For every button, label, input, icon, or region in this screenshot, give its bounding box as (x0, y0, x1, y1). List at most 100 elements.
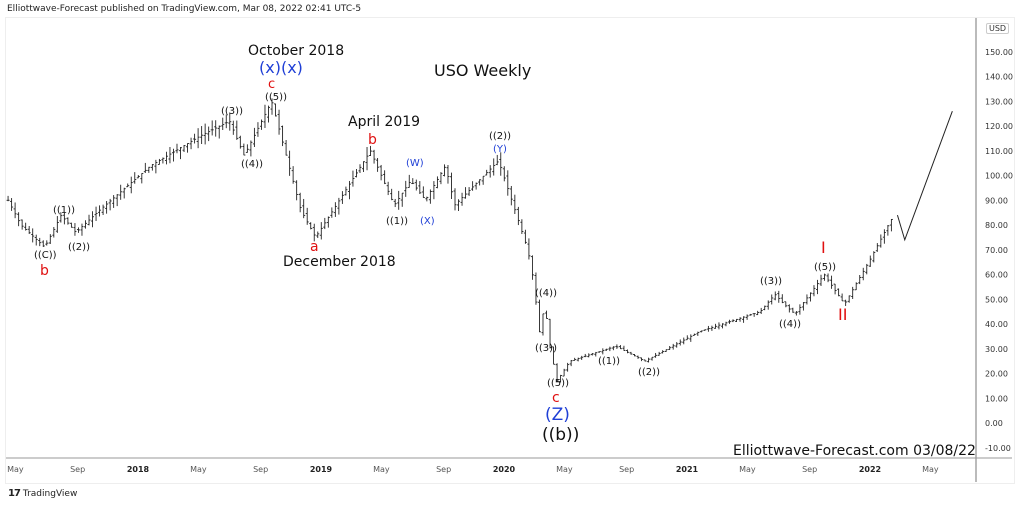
price-bar (808, 292, 812, 302)
price-bar (787, 304, 791, 313)
price-bar (580, 355, 584, 360)
price-bar (319, 222, 323, 240)
y-tick-label: 50.00 (985, 295, 1008, 304)
price-bar (13, 202, 17, 219)
price-bar (200, 126, 204, 145)
price-bar (763, 305, 767, 311)
price-bar (418, 181, 422, 194)
price-bar (442, 164, 446, 177)
price-bar (344, 186, 348, 196)
price-bar (242, 143, 246, 156)
price-bar (432, 181, 436, 200)
price-bar (471, 181, 475, 191)
price-bar (689, 334, 693, 342)
price-bar (94, 206, 98, 221)
annotation: (Z) (545, 405, 570, 425)
price-bar (738, 317, 742, 322)
price-bar (143, 162, 147, 173)
price-bar (6, 195, 10, 202)
price-bar (147, 166, 151, 173)
annotation: ((5)) (814, 262, 836, 273)
annotation: b (40, 263, 49, 279)
price-bar (801, 302, 805, 311)
price-bar (115, 194, 119, 207)
annotation: ((3)) (760, 276, 782, 287)
price-bar (333, 202, 337, 217)
price-bar (706, 325, 710, 332)
price-bar (830, 275, 834, 289)
price-bar (502, 166, 506, 182)
y-tick-label: 140.00 (985, 73, 1013, 82)
price-bar (62, 212, 66, 225)
price-bar (604, 348, 608, 351)
annotation: II (838, 305, 848, 324)
annotation: (Y) (493, 144, 507, 155)
annotation: ((3)) (221, 106, 243, 117)
price-bar (854, 282, 858, 291)
price-bar (798, 304, 802, 315)
y-tick-label: 100.00 (985, 172, 1013, 181)
price-bar (161, 157, 165, 164)
price-bar (383, 170, 387, 185)
x-tick-label: Sep (802, 465, 817, 474)
price-bar (171, 148, 175, 162)
price-bar (252, 127, 256, 147)
price-bar (770, 294, 774, 305)
price-bar (696, 331, 700, 336)
price-bar (34, 234, 38, 246)
price-bar (372, 149, 376, 164)
chart-title: USO Weekly (434, 61, 532, 80)
price-bar (488, 165, 492, 178)
price-bar (119, 184, 123, 200)
price-bar (365, 146, 369, 171)
price-bar (618, 345, 622, 350)
price-bar (675, 342, 679, 348)
currency-badge[interactable]: USD (986, 23, 1010, 34)
price-bar (59, 212, 63, 223)
price-bar (685, 335, 689, 341)
y-tick-label: 0.00 (985, 419, 1003, 428)
price-bar (625, 349, 629, 354)
price-bar (752, 313, 756, 317)
price-bar (421, 186, 425, 199)
price-bar (41, 240, 45, 248)
y-tick-label: 80.00 (985, 221, 1008, 230)
price-bar (136, 175, 140, 179)
price-bar (520, 219, 524, 235)
price-bar (742, 316, 746, 323)
price-bar (411, 178, 415, 185)
price-bar (87, 214, 91, 226)
x-tick-label: May (7, 465, 24, 474)
price-bar (414, 179, 418, 191)
price-bar (182, 144, 186, 152)
price-bar (647, 357, 651, 363)
price-bar (566, 362, 570, 372)
price-bar (10, 198, 14, 211)
price-bar (654, 352, 658, 358)
annotation: c (268, 77, 276, 92)
price-bar (815, 279, 819, 295)
price-bar (249, 140, 253, 157)
x-tick-label: Sep (70, 465, 85, 474)
price-bar (284, 139, 288, 156)
price-bar (425, 196, 429, 202)
y-tick-label: 30.00 (985, 345, 1008, 354)
tradingview-footer[interactable]: 17 TradingView (8, 488, 77, 499)
projection-line (896, 110, 953, 242)
price-bar (179, 147, 183, 160)
price-bar (464, 187, 468, 199)
price-bar (812, 285, 816, 297)
price-bar (650, 356, 654, 361)
price-bar (541, 313, 545, 336)
price-bar (611, 346, 615, 351)
price-bar (140, 172, 144, 184)
price-bar (668, 345, 672, 350)
price-bar (629, 351, 633, 355)
price-bar (330, 207, 334, 218)
annotation: ((2)) (68, 242, 90, 253)
tradingview-brand: TradingView (22, 488, 78, 499)
price-bar (847, 295, 851, 303)
price-bar (784, 301, 788, 308)
price-bar (791, 307, 795, 313)
